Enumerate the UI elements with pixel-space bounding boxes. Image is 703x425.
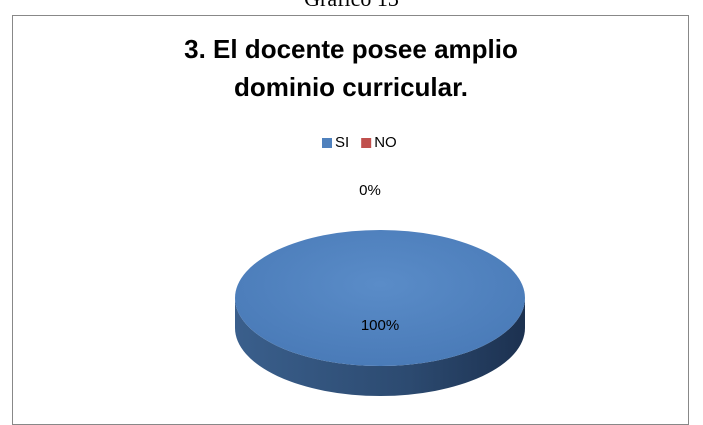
- data-label: 100%: [361, 317, 399, 334]
- legend-swatch: [361, 138, 372, 148]
- caption: Gráfico 13: [0, 0, 703, 12]
- pie-slice: [235, 230, 525, 366]
- data-label: 0%: [359, 182, 381, 199]
- pie-side: [235, 298, 525, 396]
- legend-label: NO: [374, 134, 397, 151]
- chart: SI NO 100% 0%: [235, 134, 525, 396]
- chart-title: 3. El docente posee amplio dominio curri…: [184, 34, 518, 102]
- legend-label: SI: [335, 134, 349, 151]
- legend-swatch: [322, 138, 332, 148]
